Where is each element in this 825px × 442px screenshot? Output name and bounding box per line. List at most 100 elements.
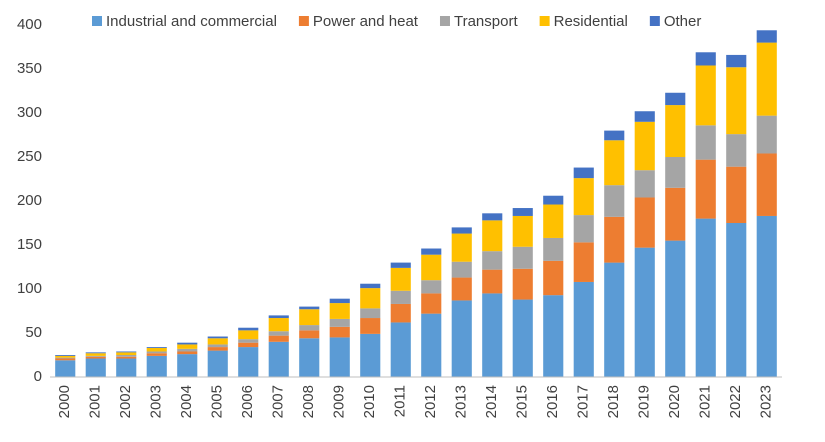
legend-label: Power and heat (313, 13, 419, 30)
bar-segment (116, 352, 137, 355)
bar-segment (390, 267, 411, 291)
bar-segment (177, 351, 198, 355)
x-tick-label: 2011 (392, 385, 409, 417)
bar-segment (573, 281, 594, 377)
legend-label: Transport (454, 13, 518, 30)
x-tick-label: 2001 (87, 385, 104, 418)
bar-segment (329, 298, 350, 304)
bar-segment (390, 262, 411, 268)
x-tick-label: 2008 (300, 385, 317, 418)
bar-segment (390, 303, 411, 323)
bar-segment (146, 355, 167, 377)
bar-segment (207, 347, 228, 351)
bar-segment (482, 251, 503, 270)
bar-segment (360, 308, 381, 319)
bar-segment (360, 318, 381, 334)
bar-segment (421, 313, 442, 377)
bar-segment (726, 67, 747, 135)
bar-segment (390, 290, 411, 304)
bar-segment (634, 197, 655, 248)
bar-segment (268, 331, 289, 336)
x-tick-label: 2002 (117, 385, 134, 418)
bar-segment (451, 233, 472, 262)
bar-segment (756, 153, 777, 216)
bar-segment (55, 357, 76, 359)
x-tick-label: 2000 (56, 385, 73, 418)
bar-segment (116, 351, 137, 353)
y-tick-label: 200 (17, 192, 42, 209)
bar-segment (756, 115, 777, 154)
bar-segment (238, 347, 259, 377)
bar-segment (360, 288, 381, 309)
bar-segment (329, 303, 350, 319)
bar-segment (573, 242, 594, 282)
bar-segment (329, 326, 350, 338)
bar-segment (665, 240, 686, 377)
bar-segment (421, 293, 442, 314)
x-tick-label: 2013 (453, 385, 470, 418)
x-tick-label: 2012 (422, 385, 439, 418)
bar-segment (573, 167, 594, 179)
bar-segment (207, 338, 228, 345)
bar-segment (695, 159, 716, 219)
bar-segment (756, 215, 777, 377)
legend-swatch (92, 16, 102, 26)
bar-segment (604, 262, 625, 377)
x-tick-label: 2019 (636, 385, 653, 418)
bar-segment (177, 342, 198, 345)
bar-segment (299, 306, 320, 310)
x-tick-label: 2003 (148, 385, 165, 418)
bar-segment (573, 215, 594, 243)
bar-segment (329, 337, 350, 377)
bar-segment (665, 187, 686, 241)
bar-segment (268, 335, 289, 342)
bar-segment (482, 269, 503, 294)
y-tick-label: 300 (17, 104, 42, 121)
bar-segment (421, 254, 442, 281)
y-tick-label: 350 (17, 60, 42, 77)
bar-segment (421, 280, 442, 294)
x-tick-label: 2022 (727, 385, 744, 418)
x-tick-label: 2018 (605, 385, 622, 418)
bar-segment (451, 261, 472, 278)
bar-segment (726, 54, 747, 68)
x-tick-label: 2004 (178, 385, 195, 418)
bar-segment (85, 353, 106, 356)
bar-segment (177, 344, 198, 349)
x-tick-label: 2014 (483, 385, 500, 418)
bar-segment (543, 295, 564, 377)
bar-segment (665, 105, 686, 157)
bar-segment (512, 246, 533, 269)
bar-segment (695, 125, 716, 160)
bar-segment (726, 134, 747, 167)
bar-segment (665, 92, 686, 106)
bar-segment (512, 299, 533, 377)
bar-segment (146, 351, 167, 354)
bar-segment (421, 248, 442, 255)
bar-segment (726, 223, 747, 377)
bar-segment (85, 352, 106, 354)
y-tick-label: 50 (25, 324, 42, 341)
bar-segment (756, 42, 777, 116)
bar-segment (451, 277, 472, 301)
bar-segment (695, 218, 716, 377)
bar-segment (726, 166, 747, 223)
legend-swatch (298, 16, 309, 26)
bar-segment (299, 338, 320, 377)
x-tick-label: 2009 (331, 385, 348, 418)
bar-segment (116, 356, 137, 359)
bar-segment (756, 30, 777, 43)
bar-segment (604, 216, 625, 263)
bar-segment (238, 327, 259, 331)
bar-segment (85, 356, 106, 359)
bar-segment (146, 347, 167, 348)
x-tick-label: 2021 (697, 385, 714, 418)
bar-segment (207, 350, 228, 377)
legend-swatch (539, 16, 550, 26)
bar-segment (238, 330, 259, 340)
bar-segment (116, 358, 137, 377)
x-tick-label: 2007 (270, 385, 287, 418)
bar-segment (177, 354, 198, 377)
bar-segment (55, 355, 76, 358)
bar-segment (299, 309, 320, 326)
